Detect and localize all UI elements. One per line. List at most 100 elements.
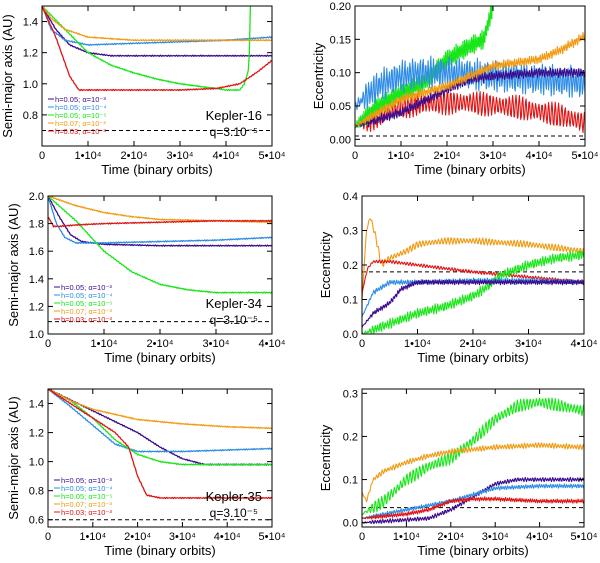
series-line-h005_a1e5: [362, 250, 584, 334]
x-tick-label: 4•10⁴: [259, 338, 286, 350]
y-tick-label: 0.1: [343, 475, 358, 487]
y-axis-label: Eccentricity: [311, 42, 326, 109]
y-tick-label: 1.0: [29, 457, 44, 469]
series-group: [42, 6, 272, 131]
panel-k16-a: 0 1•10⁴ 2•10⁴ 3•10⁴ 4•10⁴ 5•10⁴ 0.8 1.0 1.2 1.4 Ti…: [0, 5, 286, 177]
y-tick-label: 0.2: [343, 260, 358, 272]
x-tick-label: 1•10⁴: [388, 150, 415, 162]
y-axis-label: Semi-major axis (AU): [6, 396, 21, 520]
y-tick-label: 1.4: [23, 17, 38, 29]
x-tick-label: 5•10⁴: [259, 531, 286, 543]
legend-entry: h=0.05; α=10⁻⁴: [61, 484, 113, 493]
legend: h=0.05; α=10⁻³h=0.05; α=10⁻⁴h=0.05; α=10…: [48, 95, 107, 136]
plot-frame: [354, 5, 586, 147]
legend-entry: h=0.05; α=10⁻⁴: [55, 103, 107, 112]
x-tick-label: 4•10⁴: [526, 150, 553, 162]
legend-entry: h=0.05; α=10⁻³: [61, 476, 112, 485]
x-axis-label: Time (binary orbits): [104, 543, 215, 558]
y-tick-label: 0.0: [343, 329, 358, 341]
series-group: [362, 218, 584, 334]
plot-frame: [361, 388, 585, 528]
mass-ratio-label: q=3.10⁻⁵: [210, 125, 258, 139]
series-line-h005_a1e5: [48, 389, 272, 466]
legend: h=0.05; α=10⁻³h=0.05; α=10⁻⁴h=0.05; α=10…: [54, 283, 113, 324]
system-name: Kepler-34: [206, 296, 262, 311]
x-tick-label: 0: [45, 338, 51, 350]
y-tick-label: 0.15: [330, 34, 351, 46]
x-tick-label: 3•10⁴: [169, 531, 196, 543]
y-tick-label: 1.0: [23, 79, 38, 91]
x-axis-label: Time (binary orbits): [414, 162, 525, 177]
y-tick-label: 0.3: [343, 388, 358, 400]
series-group: [362, 397, 584, 525]
x-tick-label: 4•10⁴: [571, 338, 598, 350]
x-tick-label: 0: [352, 150, 358, 162]
x-tick-label: 2•10⁴: [434, 150, 461, 162]
x-tick-label: 3•10⁴: [167, 150, 194, 162]
legend-entry: h=0.05; α=10⁻⁵: [55, 111, 106, 120]
series-group: [48, 196, 272, 323]
series-group: [355, 6, 585, 137]
x-axis-label: Time (binary orbits): [104, 350, 215, 365]
y-tick-label: 1.2: [23, 48, 38, 60]
x-tick-label: 3•10⁴: [203, 338, 230, 350]
series-line-h005_a1e3: [42, 6, 272, 57]
series-line-h007_a1e3: [355, 31, 585, 128]
y-tick-label: 1.4: [29, 399, 44, 411]
series-line-h005_a1e5: [42, 6, 252, 92]
panel-k34-a: 0 1•10⁴ 2•10⁴ 3•10⁴ 4•10⁴ 1.0 1.2 1.4 1.6 1.8 2.0 T…: [6, 191, 286, 365]
x-tick-label: 2•10⁴: [124, 531, 151, 543]
plot-frame: [41, 5, 273, 147]
y-axis-label: Eccentricity: [318, 231, 333, 298]
series-line-h005_a1e3: [48, 196, 272, 247]
x-tick-label: 0: [45, 531, 51, 543]
series-line-h007_a1e3: [42, 6, 272, 42]
series-line-h005_a1e4: [362, 483, 584, 519]
y-tick-label: 0.8: [29, 486, 44, 498]
x-tick-label: 1•10⁴: [75, 150, 102, 162]
legend-entry: h=0.07; α=10⁻³: [61, 500, 112, 509]
legend-entry: h=0.03; α=10⁻³: [55, 127, 106, 136]
legend-entry: h=0.07; α=10⁻³: [55, 119, 106, 128]
y-tick-label: 0.6: [29, 515, 44, 527]
x-tick-label: 4•10⁴: [526, 531, 553, 543]
x-tick-label: 5•10⁴: [572, 150, 599, 162]
series-line-h005_a1e5: [48, 196, 272, 294]
y-tick-label: 2.0: [29, 191, 44, 203]
legend-entry: h=0.05; α=10⁻⁵: [61, 299, 112, 308]
y-tick-label: 0.1: [343, 295, 358, 307]
legend-entry: h=0.03; α=10⁻³: [61, 315, 112, 324]
x-tick-label: 5•10⁴: [259, 150, 286, 162]
mass-ratio-label: q=3.10⁻⁵: [210, 313, 258, 327]
x-tick-label: 5•10⁴: [571, 531, 598, 543]
x-tick-label: 3•10⁴: [515, 338, 542, 350]
y-axis-label: Eccentricity: [318, 424, 333, 491]
y-axis-label: Semi-major axis (AU): [0, 14, 15, 138]
x-tick-label: 1•10⁴: [393, 531, 420, 543]
legend-entry: h=0.05; α=10⁻⁵: [61, 492, 112, 501]
y-tick-label: 0.4: [343, 191, 358, 203]
legend-entry: h=0.03; α=10⁻³: [61, 508, 112, 517]
y-tick-label: 0.20: [330, 1, 351, 13]
panel-k34-e: 0 1•10⁴ 2•10⁴ 3•10⁴ 4•10⁴ 0.0 0.1 0.2 0.3 0.4 Time…: [318, 191, 598, 365]
y-tick-label: 1.4: [29, 274, 44, 286]
series-line-h005_a1e4: [48, 196, 272, 245]
x-tick-label: 2•10⁴: [147, 338, 174, 350]
y-tick-label: 0.05: [330, 101, 351, 113]
plot-frame: [47, 388, 273, 528]
y-tick-label: 1.2: [29, 301, 44, 313]
x-tick-label: 2•10⁴: [460, 338, 487, 350]
x-tick-label: 4•10⁴: [214, 531, 241, 543]
y-axis-label: Semi-major axis (AU): [6, 203, 21, 327]
x-axis-label: Time (binary orbits): [417, 350, 528, 365]
y-tick-label: 0.0: [343, 518, 358, 530]
legend-entry: h=0.05; α=10⁻³: [55, 95, 106, 104]
y-tick-label: 1.2: [29, 428, 44, 440]
legend-entry: h=0.05; α=10⁻³: [61, 283, 112, 292]
x-tick-label: 1•10⁴: [79, 531, 106, 543]
x-tick-label: 2•10⁴: [121, 150, 148, 162]
series-line-h003_a1e3: [48, 389, 272, 500]
system-name: Kepler-16: [206, 108, 262, 123]
x-tick-label: 4•10⁴: [213, 150, 240, 162]
